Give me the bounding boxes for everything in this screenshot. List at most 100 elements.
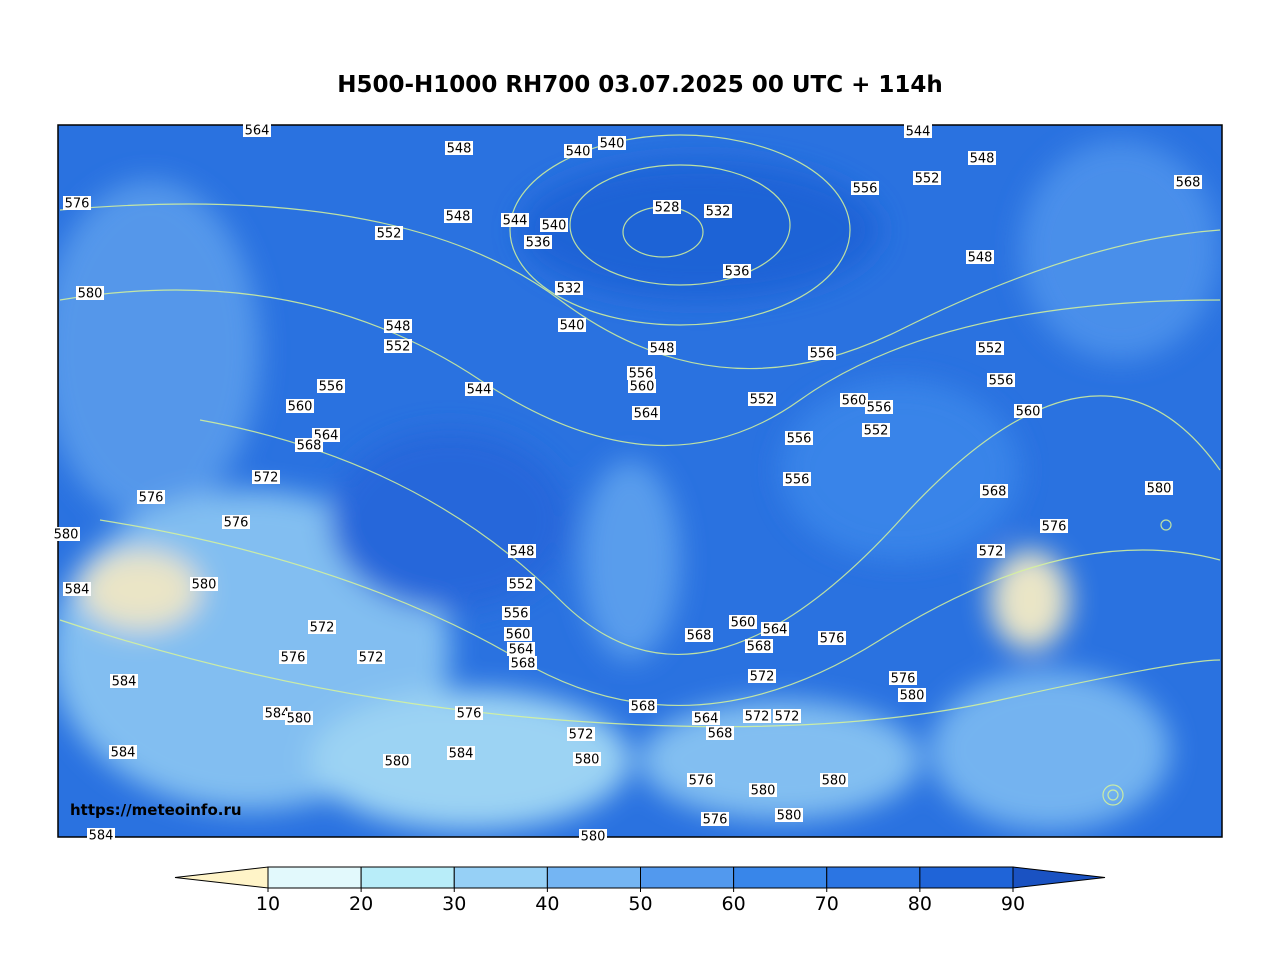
- contour-label: 556: [867, 401, 892, 416]
- contour-label: 552: [509, 578, 534, 593]
- contour-label: 568: [631, 700, 656, 715]
- contour-labels: 564 548 540 540 544 548 552 556 568 576 528 532 548 5…: [52, 123, 1202, 845]
- label-box: [567, 727, 595, 741]
- contour-label: 572: [359, 651, 384, 666]
- label-box: [628, 379, 656, 393]
- contour-label: 568: [511, 657, 536, 672]
- contour-label: 584: [449, 747, 474, 762]
- contour-label: 548: [650, 342, 675, 357]
- label-box: [977, 544, 1005, 558]
- label-box: [1040, 519, 1068, 533]
- contour-label: 576: [139, 491, 164, 506]
- label-box: [704, 204, 732, 218]
- label-box: [507, 577, 535, 591]
- label-box: [976, 341, 1004, 355]
- contour-label: 576: [65, 197, 90, 212]
- contour-label: 552: [750, 393, 775, 408]
- label-box: [508, 544, 536, 558]
- label-box: [555, 281, 583, 295]
- label-box: [507, 642, 535, 656]
- label-box: [723, 264, 751, 278]
- contour-label: 528: [655, 201, 680, 216]
- label-box: [987, 373, 1015, 387]
- colorbar-bin: [640, 866, 735, 889]
- contour-label: 580: [192, 578, 217, 593]
- map-area: [58, 125, 1222, 837]
- label-box: [524, 235, 552, 249]
- contour-label: 544: [467, 383, 492, 398]
- contour-label: 568: [747, 640, 772, 655]
- label-box: [783, 472, 811, 486]
- contour-label: 572: [310, 621, 335, 636]
- colorbar-tick-label: 70: [815, 893, 839, 915]
- label-box: [598, 136, 626, 150]
- contour-label: 552: [978, 342, 1003, 357]
- contour-label: 572: [254, 471, 279, 486]
- label-box: [913, 171, 941, 185]
- label-box: [76, 286, 104, 300]
- label-box: [87, 828, 115, 842]
- label-box: [808, 346, 836, 360]
- contour-label: 576: [703, 813, 728, 828]
- label-box: [785, 431, 813, 445]
- contour-label: 568: [297, 439, 322, 454]
- label-box: [540, 218, 568, 232]
- label-box: [252, 470, 280, 484]
- label-box: [818, 631, 846, 645]
- label-box: [745, 639, 773, 653]
- label-box: [445, 141, 473, 155]
- contour-label: 576: [689, 774, 714, 789]
- contour-label: 576: [457, 707, 482, 722]
- contour-label: 584: [89, 829, 114, 844]
- contour-label: 548: [446, 210, 471, 225]
- colorbar-tick-label: 90: [1001, 893, 1025, 915]
- label-box: [748, 392, 776, 406]
- map-title: H500-H1000 RH700 03.07.2025 00 UTC + 114…: [337, 72, 943, 98]
- watermark: https://meteoinfo.ru: [70, 801, 242, 819]
- contour-label: 548: [510, 545, 535, 560]
- label-box: [966, 250, 994, 264]
- label-box: [743, 709, 771, 723]
- contour-label: 568: [982, 485, 1007, 500]
- label-box: [579, 829, 607, 843]
- contour-label: 580: [78, 287, 103, 302]
- contour-label: 580: [822, 774, 847, 789]
- label-box: [263, 706, 291, 720]
- contour-label: 548: [970, 152, 995, 167]
- colorbar: 10 20 30 40 50 60 70 80 90: [174, 866, 1106, 915]
- contour-label: 556: [629, 367, 654, 382]
- label-box: [851, 181, 879, 195]
- label-box: [573, 752, 601, 766]
- label-box: [279, 650, 307, 664]
- label-box: [110, 674, 138, 688]
- label-box: [749, 783, 777, 797]
- contour-label: 576: [891, 672, 916, 687]
- contour-label: 580: [575, 753, 600, 768]
- label-box: [729, 615, 757, 629]
- contour-label: 568: [708, 727, 733, 742]
- label-box: [243, 123, 271, 137]
- label-box: [444, 209, 472, 223]
- label-box: [357, 650, 385, 664]
- label-box: [558, 318, 586, 332]
- contour-label: 544: [906, 125, 931, 140]
- contour-label: 564: [763, 623, 788, 638]
- contour-label: 544: [503, 214, 528, 229]
- contour-label: 584: [265, 707, 290, 722]
- label-box: [63, 582, 91, 596]
- contour-label: 556: [787, 432, 812, 447]
- label-box: [285, 711, 313, 725]
- colorbar-tick-label: 60: [722, 893, 746, 915]
- contour-label: 580: [751, 784, 776, 799]
- contour-label: 584: [112, 675, 137, 690]
- contour-label: 572: [569, 728, 594, 743]
- colorbar-bin: [919, 866, 1014, 889]
- contour-label: 556: [810, 347, 835, 362]
- label-box: [862, 423, 890, 437]
- contour-label: 580: [385, 755, 410, 770]
- label-box: [706, 726, 734, 740]
- label-box: [317, 379, 345, 393]
- label-box: [685, 628, 713, 642]
- label-box: [980, 484, 1008, 498]
